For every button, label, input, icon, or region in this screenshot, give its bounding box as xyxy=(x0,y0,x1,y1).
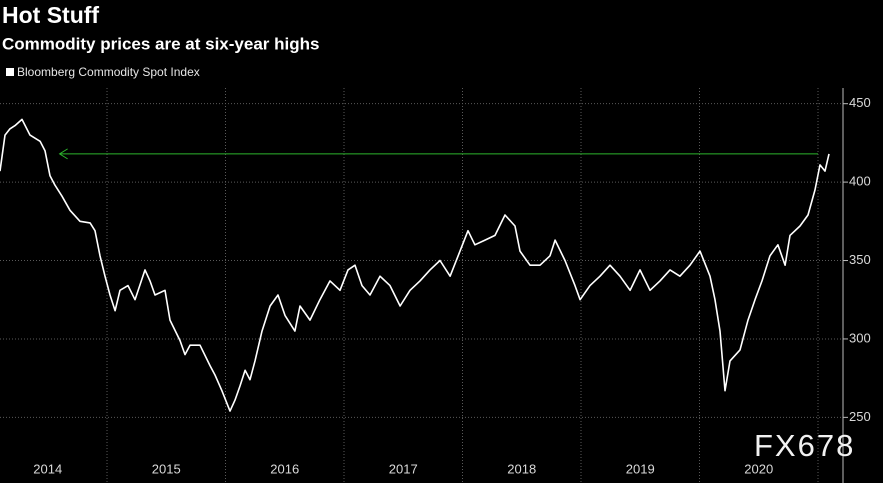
watermark: FX678 xyxy=(754,428,855,463)
x-tick-label: 2018 xyxy=(507,461,536,476)
y-tick-label: 350 xyxy=(849,252,871,267)
line-series xyxy=(0,118,830,412)
y-tick-label: 400 xyxy=(849,174,871,189)
x-tick-label: 2016 xyxy=(270,461,299,476)
y-tick-label: 250 xyxy=(849,409,871,424)
y-tick-label: 300 xyxy=(849,330,871,345)
x-tick-label: 2017 xyxy=(389,461,418,476)
x-tick-label: 2019 xyxy=(626,461,655,476)
legend-swatch xyxy=(6,68,14,76)
x-tick-label: 2014 xyxy=(33,461,62,476)
chart-title: Hot Stuff xyxy=(2,2,99,28)
x-tick-label: 2015 xyxy=(152,461,181,476)
chart-subtitle: Commodity prices are at six-year highs xyxy=(2,34,319,53)
reference-arrowhead xyxy=(58,148,68,160)
legend-label: Bloomberg Commodity Spot Index xyxy=(17,65,200,79)
x-tick-label: 2020 xyxy=(744,461,773,476)
y-tick-label: 450 xyxy=(849,95,871,110)
